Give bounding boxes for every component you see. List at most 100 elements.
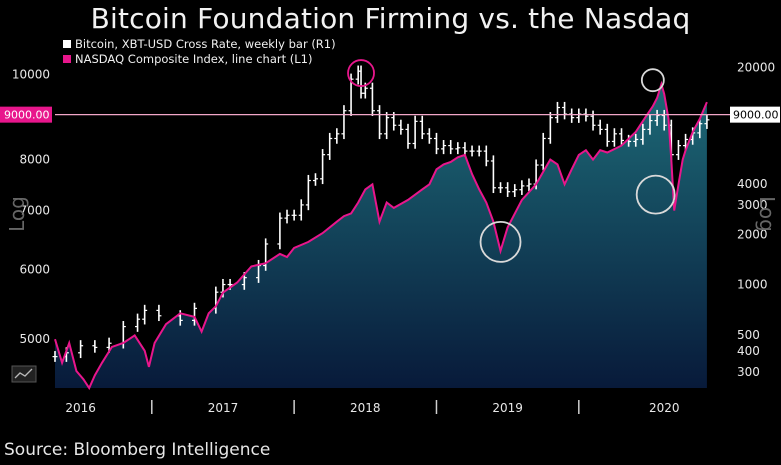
- right-tick-label: 2000: [737, 227, 768, 241]
- bitcoin-bar: [498, 182, 504, 194]
- bitcoin-bar: [483, 145, 489, 167]
- bitcoin-bar: [419, 115, 425, 140]
- bitcoin-bar: [526, 178, 532, 192]
- legend-swatch: [63, 55, 71, 63]
- bitcoin-bar: [277, 212, 283, 250]
- bitcoin-bar: [441, 140, 447, 155]
- bitcoin-bar: [305, 174, 311, 211]
- nasdaq-area: [55, 84, 707, 388]
- bitcoin-bar: [704, 114, 710, 129]
- bitcoin-bar: [312, 173, 318, 186]
- bitcoin-bar: [191, 302, 197, 326]
- bitcoin-bar: [52, 351, 58, 362]
- bitcoin-bar: [512, 184, 518, 197]
- left-axis-label: Log: [5, 196, 29, 232]
- left-value-badge: [0, 106, 52, 123]
- annotation-circle: [479, 221, 522, 263]
- bitcoin-bar: [433, 132, 439, 155]
- bitcoin-bar: [263, 238, 269, 271]
- bitcoin-bar: [405, 123, 411, 149]
- legend-label: Bitcoin, XBT-USD Cross Rate, weekly bar …: [75, 37, 336, 51]
- left-tick-label: 8000: [19, 153, 50, 167]
- bitcoin-bar: [358, 65, 364, 99]
- left-tick-label: 10000: [12, 67, 50, 81]
- right-value-label: 9000.00: [733, 109, 779, 122]
- right-tick-label: 400: [737, 344, 760, 358]
- bitcoin-bar: [661, 109, 667, 131]
- legend-label: NASDAQ Composite Index, line chart (L1): [75, 52, 312, 66]
- bitcoin-bar: [291, 209, 297, 221]
- bitcoin-bar: [320, 149, 326, 185]
- bitcoin-bar: [697, 118, 703, 139]
- bitcoin-bar: [597, 119, 603, 135]
- bitcoin-bar: [633, 133, 639, 147]
- bitcoin-bar: [562, 101, 568, 120]
- right-tick-label: 1000: [737, 278, 768, 292]
- bitcoin-bar: [369, 82, 375, 116]
- source-note: Source: Bloomberg Intelligence: [4, 440, 271, 460]
- bitcoin-bar: [505, 182, 511, 197]
- bitcoin-bar: [284, 209, 290, 224]
- bitcoin-bar: [412, 115, 418, 149]
- bitcoin-bar: [476, 145, 482, 157]
- year-label: 2020: [649, 401, 680, 415]
- left-tick-label: 7000: [19, 204, 50, 218]
- bitcoin-bar: [569, 108, 575, 123]
- chart-type-icon[interactable]: [11, 365, 37, 383]
- left-value-label: 9000.00: [4, 109, 50, 122]
- bitcoin-bar: [469, 145, 475, 157]
- chart-title: Bitcoin Foundation Firming vs. the Nasda…: [90, 2, 691, 35]
- bitcoin-bar: [576, 108, 582, 123]
- bitcoin-bar: [334, 128, 340, 144]
- year-label: 2016: [65, 401, 96, 415]
- bitcoin-bar: [611, 128, 617, 147]
- bitcoin-bar: [377, 105, 383, 140]
- bitcoin-bar: [156, 304, 162, 322]
- bitcoin-bar: [619, 128, 625, 146]
- bitcoin-bar: [327, 132, 333, 160]
- bitcoin-bar: [675, 140, 681, 160]
- bitcoin-bar: [398, 119, 404, 135]
- bitcoin-bar: [540, 132, 546, 171]
- bitcoin-bar: [490, 155, 496, 194]
- chart-type-icon-frame: [11, 365, 37, 383]
- bitcoin-bar: [142, 304, 148, 325]
- bitcoin-bar: [547, 112, 553, 144]
- right-tick-label: 3000: [737, 198, 768, 212]
- bitcoin-bar: [640, 123, 646, 145]
- right-axis-label: Log: [755, 196, 779, 232]
- nasdaq-line: [54, 80, 708, 391]
- bitcoin-bar: [455, 142, 461, 155]
- bitcoin-bar: [78, 340, 84, 359]
- left-tick-label: 5000: [19, 332, 50, 346]
- annotation-circle: [635, 174, 676, 215]
- bitcoin-bar: [647, 115, 653, 135]
- bitcoin-bar: [654, 109, 660, 126]
- bitcoin-bar: [426, 128, 432, 144]
- bitcoin-bar: [554, 101, 560, 123]
- bitcoin-bar: [448, 140, 454, 155]
- bitcoin-bar: [384, 112, 390, 140]
- legend-swatch: [63, 40, 71, 48]
- right-tick-label: 4000: [737, 177, 768, 191]
- bitcoin-bar: [341, 105, 347, 140]
- bitcoin-bar: [298, 199, 304, 221]
- bitcoin-bar: [604, 123, 610, 147]
- left-tick-label: 6000: [19, 263, 50, 277]
- right-tick-label: 300: [737, 365, 760, 379]
- right-value-badge: [730, 106, 780, 123]
- annotation-circle: [347, 59, 375, 87]
- chart-type-icon-line: [14, 368, 33, 379]
- bitcoin-bar: [355, 65, 361, 85]
- right-tick-label: 500: [737, 328, 760, 342]
- year-label: 2018: [350, 401, 381, 415]
- year-label: 2017: [208, 401, 239, 415]
- year-label: 2019: [492, 401, 523, 415]
- bitcoin-bar: [519, 180, 525, 195]
- annotation-circle: [640, 68, 665, 93]
- bitcoin-bar: [590, 110, 596, 131]
- right-tick-label: 20000: [737, 60, 775, 74]
- bitcoin-bar: [135, 313, 141, 332]
- bitcoin-bar: [92, 340, 98, 353]
